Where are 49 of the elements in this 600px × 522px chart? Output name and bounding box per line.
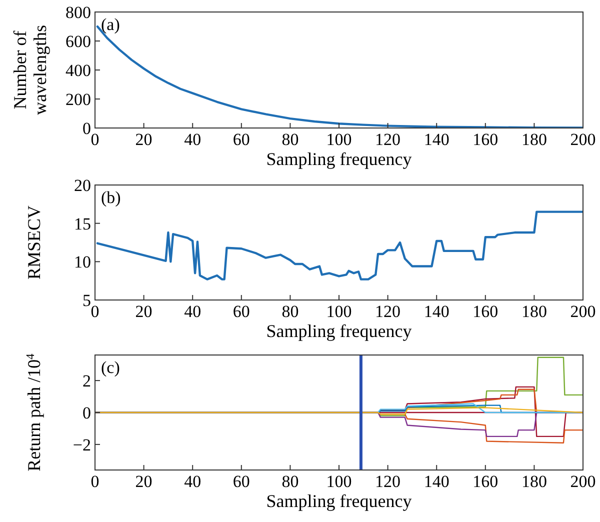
x-tick-label: 100: [326, 130, 352, 149]
x-tick-label: 160: [472, 130, 498, 149]
x-tick-label: 120: [375, 130, 401, 149]
x-tick-label: 60: [232, 130, 250, 149]
x-tick-label: 20: [135, 472, 152, 491]
x-tick-label: 180: [521, 472, 547, 491]
x-tick-label: 160: [472, 472, 498, 491]
x-tick-label: 200: [570, 472, 596, 491]
x-tick-label: 100: [326, 472, 352, 491]
y-tick-label: −2: [72, 435, 91, 454]
y-tick-label: 15: [74, 214, 91, 234]
annotation: (c): [101, 358, 120, 377]
y-tick-label: 800: [66, 3, 91, 22]
x-tick-label: 40: [184, 302, 202, 321]
y-tick-label: 200: [66, 90, 91, 109]
x-tick-label: 80: [282, 130, 299, 149]
x-tick-label: 140: [424, 130, 450, 149]
y-axis-title: RMSECV: [24, 205, 44, 280]
x-tick-label: 80: [282, 302, 299, 321]
y-tick-label: 20: [74, 176, 91, 195]
x-tick-label: 20: [135, 130, 152, 149]
y-tick-label: 600: [66, 32, 91, 51]
x-tick-label: 120: [375, 472, 401, 491]
x-tick-label: 40: [184, 472, 202, 491]
annotation: (a): [101, 15, 120, 34]
x-tick-label: 180: [521, 130, 547, 149]
x-tick-label: 140: [424, 472, 450, 491]
x-tick-label: 40: [184, 130, 202, 149]
x-tick-label: 120: [375, 302, 401, 321]
x-tick-label: 180: [521, 302, 547, 321]
y-tick-label: 10: [74, 252, 91, 272]
x-axis-title: Sampling frequency: [266, 491, 412, 511]
x-axis-title: Sampling frequency: [266, 149, 412, 169]
annotation: (b): [101, 188, 121, 207]
x-tick-label: 80: [282, 472, 299, 491]
y-axis-title: Number of wavelengths: [10, 25, 50, 115]
x-tick-label: 100: [326, 302, 352, 321]
x-tick-label: 160: [472, 302, 498, 321]
x-tick-label: 60: [232, 302, 250, 321]
x-axis-title: Sampling frequency: [266, 321, 412, 341]
y-tick-label: 0: [82, 404, 91, 422]
y-tick-label: 400: [66, 61, 91, 80]
x-tick-label: 200: [570, 302, 596, 321]
x-tick-label: 140: [424, 302, 450, 321]
x-tick-label: 60: [232, 472, 250, 491]
x-tick-label: 200: [570, 130, 596, 149]
y-tick-label: 5: [82, 291, 91, 310]
y-tick-label: 2: [82, 372, 91, 391]
x-tick-label: 20: [135, 302, 152, 321]
